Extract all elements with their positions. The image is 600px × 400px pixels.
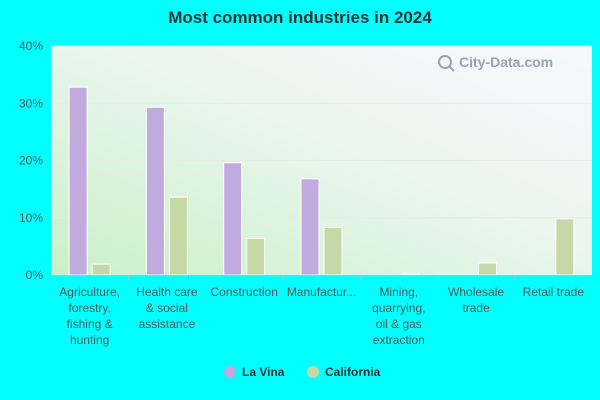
legend: La Vina California (224, 365, 381, 379)
legend-label: California (325, 365, 381, 379)
y-tick-label: 30% (19, 96, 43, 110)
legend-label: La Vina (242, 365, 285, 379)
bar-california (478, 262, 498, 276)
legend-item: La Vina (224, 365, 285, 379)
bar-la-vina (68, 86, 88, 276)
watermark: City-Data.com (438, 54, 553, 72)
y-tick-label: 40% (19, 39, 43, 53)
bar-la-vina (145, 106, 165, 276)
x-category-label: Retail trade (523, 285, 585, 299)
bars (68, 86, 575, 276)
y-tick-label: 10% (19, 211, 43, 225)
bar-california (168, 196, 188, 276)
bar-la-vina (300, 178, 320, 276)
y-tick-label: 20% (19, 154, 43, 168)
chart-title: Most common industries in 2024 (168, 8, 432, 27)
legend-swatch (224, 366, 236, 378)
bar-california (91, 263, 111, 276)
y-axis-ticks: 0% 10% 20% 30% 40% (19, 39, 43, 282)
x-category-label: Wholesale trade (448, 285, 504, 315)
legend-swatch (307, 366, 319, 378)
x-category-label: Construction (211, 285, 278, 299)
bar-la-vina (223, 162, 243, 276)
x-category-label: Agriculture, forestry, fishing & hunting (59, 285, 120, 347)
x-category-label: Manufactur... (287, 285, 356, 299)
y-tick-label: 0% (26, 268, 44, 282)
bar-california (400, 273, 420, 276)
legend-item: California (307, 365, 381, 379)
bar-california (555, 218, 575, 276)
x-category-label: Mining, quarrying, oil & gas extraction (372, 285, 425, 347)
grid-lines (51, 45, 592, 219)
x-category-label: Health care & social assistance (136, 285, 198, 331)
x-axis-labels: Agriculture, forestry, fishing & hunting Hea… (59, 275, 584, 347)
bar-california (246, 237, 266, 276)
bar-california (323, 226, 343, 276)
watermark-text: City-Data.com (459, 54, 553, 70)
